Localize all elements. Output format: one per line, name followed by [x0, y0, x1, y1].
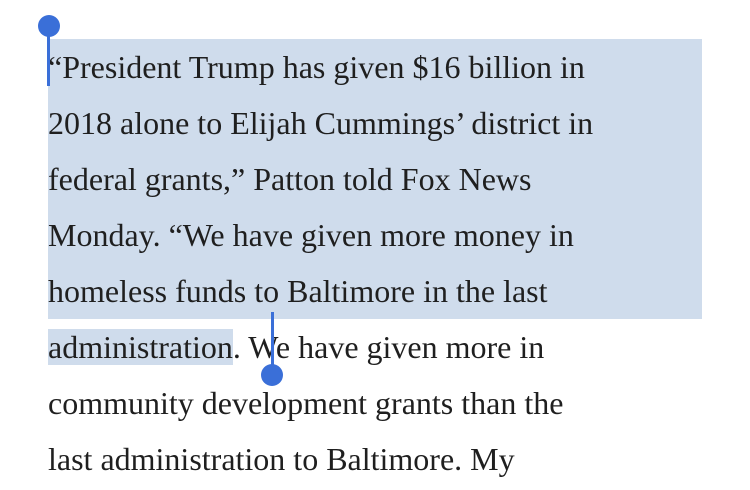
selected-text[interactable]: “President Trump has given $16 billion i…	[48, 39, 702, 95]
text-line: “President Trump has given $16 billion i…	[48, 39, 728, 95]
selected-text[interactable]: homeless funds to Baltimore in the last	[48, 263, 702, 319]
text-line: administration. We have given more in	[48, 319, 728, 375]
text-line: last administration to Baltimore. My	[48, 431, 728, 487]
selection-end-handle[interactable]	[261, 364, 283, 386]
text-line: federal grants,” Patton told Fox News	[48, 151, 728, 207]
text-line: Monday. “We have given more money in	[48, 207, 728, 263]
text: . We have given more in	[232, 329, 545, 365]
selected-text[interactable]: Monday. “We have given more money in	[48, 207, 702, 263]
selected-text[interactable]: administration	[48, 329, 233, 365]
selected-text[interactable]: federal grants,” Patton told Fox News	[48, 151, 702, 207]
selected-text[interactable]: 2018 alone to Elijah Cummings’ district …	[48, 95, 702, 151]
text-line: community development grants than the	[48, 375, 728, 431]
text-line: 2018 alone to Elijah Cummings’ district …	[48, 95, 728, 151]
selection-start-handle[interactable]	[38, 15, 60, 37]
text: last administration to Baltimore. My	[48, 441, 515, 477]
text-line: homeless funds to Baltimore in the last	[48, 263, 728, 319]
selection-start-bar[interactable]	[47, 26, 50, 86]
selection-end-bar[interactable]	[271, 312, 274, 374]
text: community development grants than the	[48, 385, 564, 421]
paragraph: “President Trump has given $16 billion i…	[48, 39, 728, 487]
